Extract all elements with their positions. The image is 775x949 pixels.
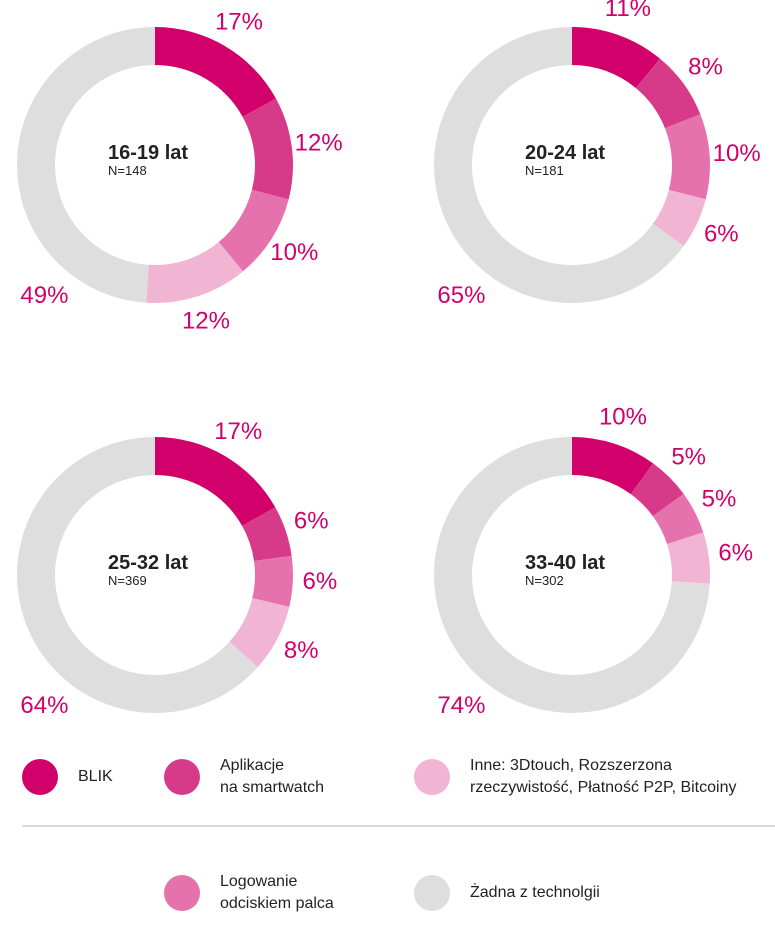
- value-label: 8%: [284, 637, 319, 664]
- legend-label: Żadna z technolgii: [470, 884, 600, 901]
- donut-segment: [434, 27, 684, 303]
- legend-swatch: [414, 759, 450, 795]
- donut-segment: [218, 189, 289, 272]
- legend-swatch: [414, 875, 450, 911]
- value-label: 6%: [302, 568, 337, 595]
- value-label: 12%: [295, 130, 343, 157]
- value-label: 10%: [713, 140, 761, 167]
- donut-segment: [252, 555, 294, 607]
- value-label: 5%: [702, 485, 737, 512]
- donut-segment: [667, 532, 710, 584]
- donut-title: 25-32 lat: [108, 552, 188, 574]
- donut-subtitle: N=369: [108, 573, 147, 588]
- donut-subtitle: N=302: [525, 573, 564, 588]
- value-label: 6%: [718, 540, 753, 567]
- donut-title: 33-40 lat: [525, 552, 605, 574]
- value-label: 10%: [270, 239, 318, 266]
- donut-segment: [572, 27, 660, 88]
- donut-segment: [155, 27, 276, 117]
- legend-label: BLIK: [78, 768, 113, 785]
- donut-title: 16-19 lat: [108, 142, 188, 164]
- donut-segment: [242, 98, 293, 200]
- legend-label: Aplikacje na smartwatch: [220, 757, 325, 796]
- value-label: 49%: [20, 282, 68, 309]
- value-label: 10%: [599, 403, 647, 430]
- donut-segment: [242, 507, 292, 562]
- legend-swatch: [164, 875, 200, 911]
- donut-subtitle: N=148: [108, 163, 147, 178]
- donut-segment: [229, 598, 290, 668]
- value-label: 64%: [20, 692, 68, 719]
- donut-segment: [16, 436, 258, 713]
- legend-label: Logowanie odciskiem palca: [220, 873, 334, 912]
- legend-swatch: [22, 759, 58, 795]
- value-label: 12%: [182, 307, 230, 334]
- donut-segment: [664, 114, 711, 200]
- value-label: 6%: [704, 221, 739, 248]
- value-label: 65%: [437, 282, 485, 309]
- legend-label: Inne: 3Dtouch, Rozszerzona rzeczywistość…: [470, 757, 737, 796]
- value-label: 5%: [671, 444, 706, 471]
- value-label: 17%: [215, 8, 263, 35]
- value-label: 6%: [294, 507, 329, 534]
- donut-segment: [652, 493, 704, 545]
- value-label: 74%: [437, 692, 485, 719]
- donut-segment: [652, 189, 706, 247]
- legend-swatch: [164, 759, 200, 795]
- value-label: 8%: [688, 53, 723, 80]
- donut-segment: [17, 27, 156, 303]
- donut-segment: [635, 58, 701, 129]
- value-label: 17%: [214, 418, 262, 445]
- donut-segment: [572, 437, 654, 495]
- donut-segment: [630, 463, 684, 517]
- donut-segment: [155, 437, 276, 526]
- donut-subtitle: N=181: [525, 163, 564, 178]
- donut-segment: [146, 242, 243, 303]
- donut-title: 20-24 lat: [525, 142, 605, 164]
- value-label: 11%: [605, 0, 651, 22]
